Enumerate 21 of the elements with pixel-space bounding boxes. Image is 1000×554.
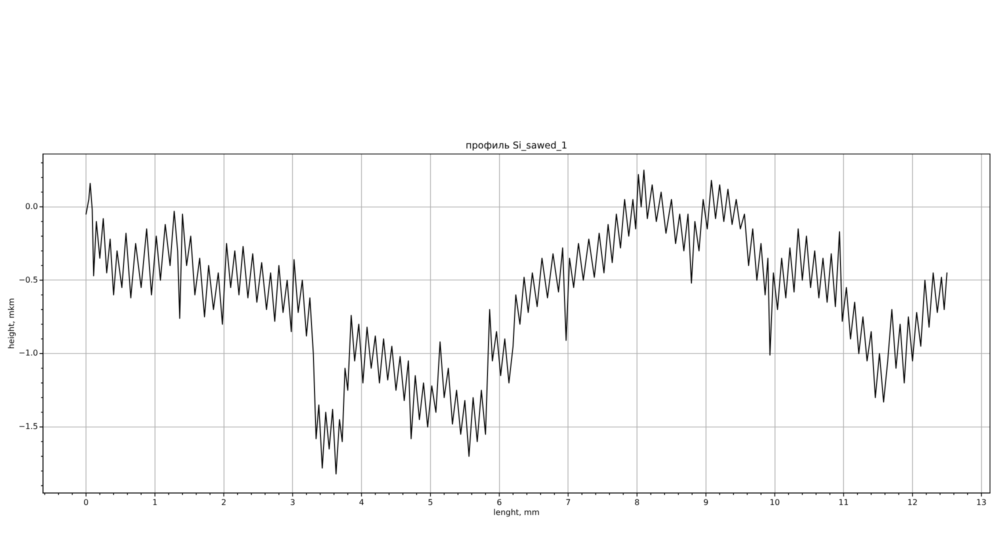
x-tick-label: 9 — [703, 498, 708, 507]
y-tick-label: 0.0 — [25, 202, 38, 211]
x-tick-label: 5 — [428, 498, 433, 507]
x-tick-label: 2 — [221, 498, 226, 507]
x-tick-label: 8 — [634, 498, 640, 507]
x-tick-label: 12 — [907, 498, 918, 507]
y-tick-label: −0.5 — [18, 275, 38, 284]
x-tick-label: 4 — [358, 498, 364, 507]
y-tick-label: −1.0 — [18, 348, 38, 358]
y-tick-label: −1.5 — [18, 422, 38, 432]
x-tick-label: 11 — [838, 498, 849, 507]
x-tick-label: 13 — [976, 498, 986, 507]
x-axis-title: lenght, mm — [493, 508, 540, 518]
x-tick-label: 3 — [290, 498, 296, 507]
x-tick-label: 7 — [566, 498, 571, 507]
y-axis-title: height, mkm — [7, 298, 16, 349]
x-tick-label: 10 — [770, 498, 780, 507]
x-tick-label: 1 — [152, 498, 158, 507]
chart-title: профиль Si_sawed_1 — [466, 140, 568, 152]
x-tick-label: 0 — [84, 498, 89, 507]
x-tick-label: 6 — [496, 498, 502, 507]
